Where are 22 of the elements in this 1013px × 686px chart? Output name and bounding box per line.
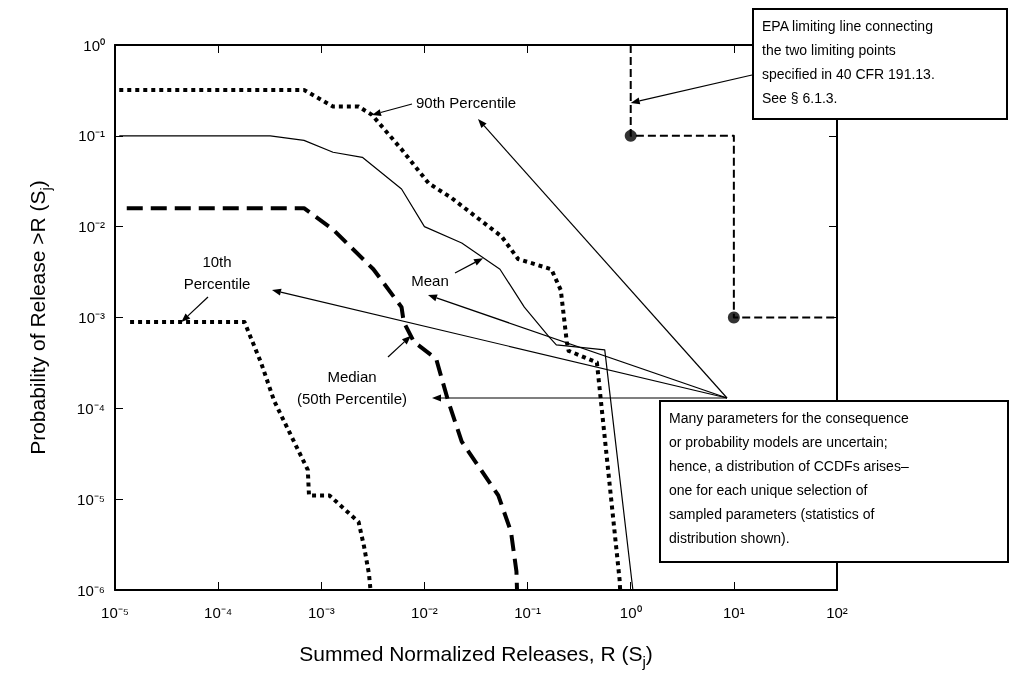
y-tick-label: 10⁻¹	[78, 127, 105, 145]
y-tick-label: 10⁻⁶	[77, 581, 105, 599]
y-axis-title: Probability of Release >R (Sj)	[26, 180, 54, 455]
note-box: Many parameters for the consequence or probability models are uncertain; hence, a distribution of CCDFs arises– one for each unique selection of sampled parameters (statistics of distribution shown).	[659, 400, 1009, 563]
x-tick-label: 10⁰	[619, 604, 642, 621]
y-tick-label: 10⁻⁴	[76, 399, 105, 417]
x-tick-label: 10⁻¹	[514, 604, 541, 621]
annotation: Median (50th Percentile)	[296, 367, 408, 407]
x-tick-label: 10⁻³	[307, 604, 335, 621]
x-tick-label: 10⁻²	[411, 604, 438, 621]
x-tick-label: 10²	[826, 604, 848, 621]
annotation: Mean	[411, 271, 449, 289]
annotation: 10th Percentile	[183, 252, 251, 292]
x-tick-label: 10¹	[723, 604, 745, 621]
annotation: 90th Percentile	[416, 93, 517, 111]
y-tick-label: 10⁰	[83, 36, 105, 54]
x-tick-label: 10⁻⁴	[204, 604, 233, 621]
note-box: EPA limiting line connecting the two limiting points specified in 40 CFR 191.13. See § 6.1.3.	[752, 8, 1008, 120]
y-tick-label: 10⁻⁵	[77, 490, 105, 508]
y-tick-label: 10⁻³	[78, 309, 105, 326]
y-tick-label: 10⁻²	[78, 218, 105, 236]
x-tick-label: 10⁻⁵	[101, 604, 129, 621]
